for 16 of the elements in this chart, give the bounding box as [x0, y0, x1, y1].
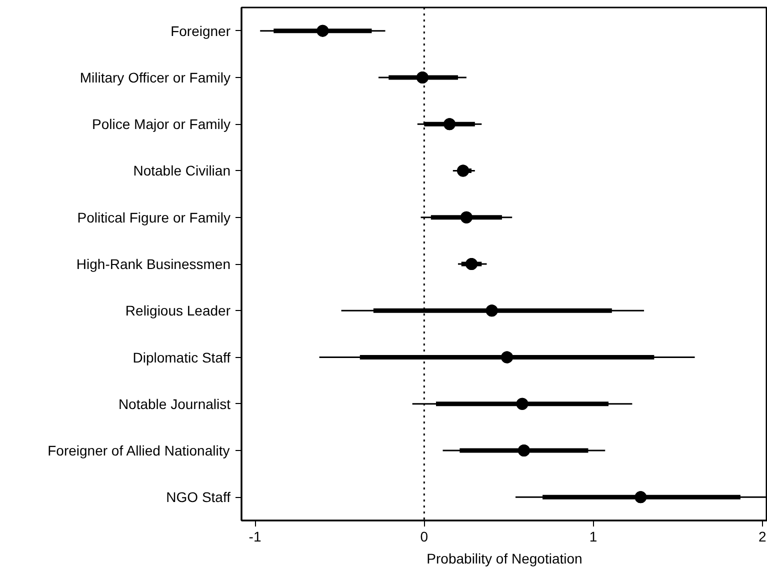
- y-tick-label: Diplomatic Staff: [132, 349, 231, 366]
- y-tick-label: High-Rank Businessmen: [76, 256, 231, 272]
- y-tick-label: Religious Leader: [125, 302, 231, 319]
- x-tick-label: -1: [248, 528, 262, 544]
- x-tick-label: 2: [758, 528, 767, 544]
- y-tick-label: Foreigner: [170, 22, 231, 39]
- y-tick-label: Notable Civilian: [133, 162, 231, 179]
- y-tick-label: Notable Journalist: [118, 396, 231, 412]
- y-tick-label: Political Figure or Family: [77, 209, 231, 226]
- y-tick-label: Military Officer or Family: [80, 69, 231, 86]
- x-axis-title: Probability of Negotiation: [426, 550, 582, 566]
- x-tick-label: 1: [589, 528, 598, 544]
- y-tick-label: Police Major or Family: [92, 116, 231, 132]
- x-tick-label: 0: [420, 528, 428, 544]
- y-tick-label: NGO Staff: [166, 489, 231, 506]
- y-tick-label: Foreigner of Allied Nationality: [48, 442, 230, 459]
